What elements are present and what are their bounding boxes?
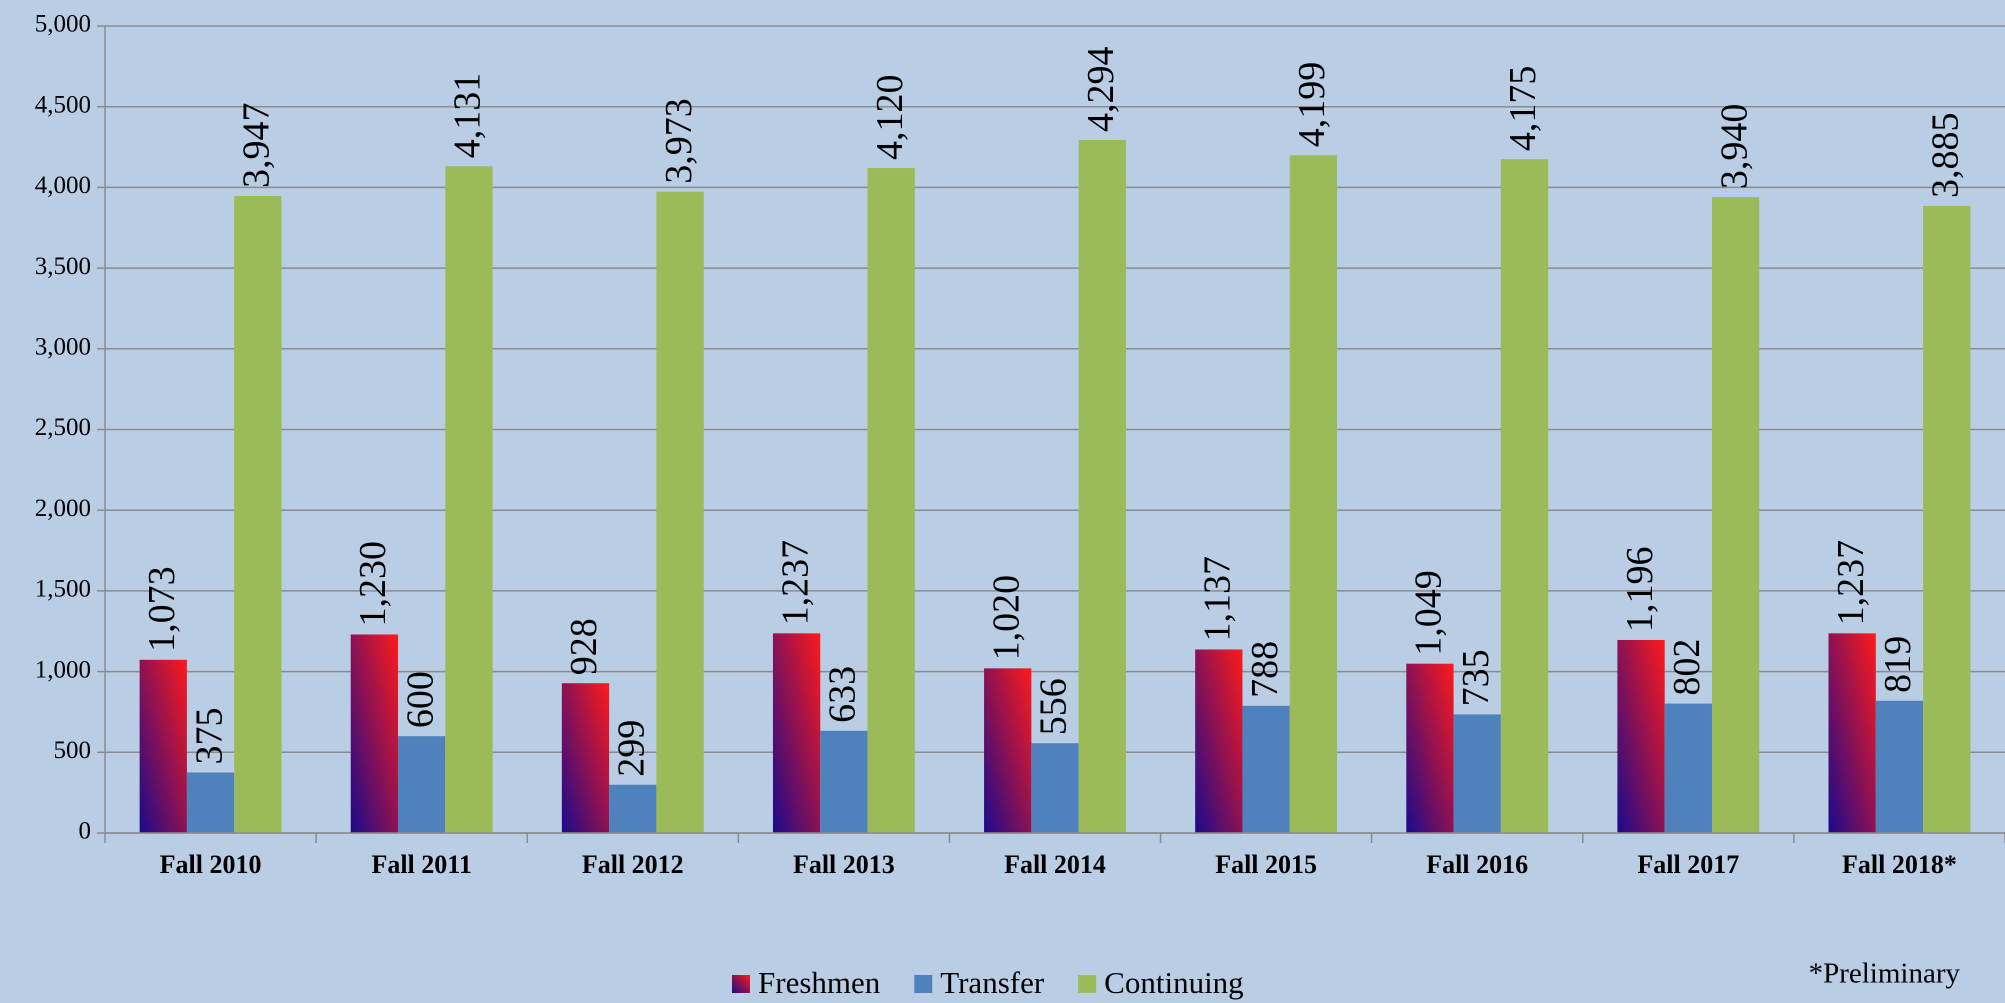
bar: [1828, 633, 1876, 833]
x-tick-label: Fall 2011: [371, 850, 471, 879]
y-tick-label: 2,000: [35, 495, 91, 522]
value-label: 4,120: [869, 75, 911, 161]
value-label: 1,237: [1830, 540, 1872, 626]
bar: [1195, 649, 1243, 833]
y-tick-label: 3,500: [35, 253, 91, 280]
value-label: 735: [1455, 649, 1497, 706]
value-label: 802: [1666, 639, 1708, 696]
bar: [445, 166, 493, 834]
bar: [1078, 139, 1126, 834]
value-label: 600: [399, 671, 441, 728]
value-label: 3,973: [658, 98, 700, 184]
value-label: 4,294: [1080, 46, 1122, 132]
bar: [867, 168, 915, 834]
value-label: 3,885: [1924, 112, 1966, 198]
bar: [1664, 703, 1712, 833]
y-tick-label: 5,000: [35, 11, 91, 38]
value-label: 633: [822, 666, 864, 723]
value-label: 4,175: [1502, 66, 1544, 152]
bar: [656, 191, 704, 833]
y-tick-label: 0: [79, 818, 92, 845]
bar: [234, 195, 282, 833]
value-label: 556: [1033, 678, 1075, 735]
legend-label: Transfer: [940, 965, 1045, 1000]
x-tick-label: Fall 2012: [582, 850, 684, 879]
value-label: 299: [610, 720, 652, 777]
value-label: 1,230: [352, 541, 394, 627]
x-tick-label: Fall 2010: [160, 850, 262, 879]
bar: [139, 659, 187, 833]
bar: [1453, 714, 1501, 833]
bar: [1875, 700, 1924, 833]
bar: [609, 784, 657, 833]
legend-swatch: [1078, 975, 1097, 993]
x-tick-label: Fall 2014: [1004, 850, 1106, 879]
bar: [1031, 743, 1079, 833]
x-tick-label: Fall 2013: [793, 850, 895, 879]
bar: [1617, 639, 1665, 833]
bar: [1242, 705, 1290, 833]
value-label: 4,131: [447, 73, 489, 159]
x-tick-label: Fall 2018*: [1842, 850, 1957, 879]
y-tick-label: 1,500: [35, 576, 91, 603]
y-tick-label: 1,000: [35, 656, 91, 683]
bar: [1289, 155, 1338, 834]
bar: [820, 730, 868, 833]
value-label: 3,947: [236, 102, 278, 188]
bar: [1406, 663, 1454, 833]
bar: [1923, 205, 1971, 833]
bar: [561, 683, 610, 833]
x-tick-label: Fall 2015: [1215, 850, 1317, 879]
value-label: 1,073: [141, 566, 183, 652]
bar: [398, 736, 446, 833]
x-tick-label: Fall 2016: [1426, 850, 1528, 879]
value-label: 4,199: [1291, 62, 1333, 148]
value-label: 1,049: [1408, 570, 1450, 656]
bar: [772, 633, 821, 833]
legend-label: Continuing: [1104, 965, 1244, 1000]
value-label: 788: [1244, 641, 1286, 698]
y-tick-label: 4,000: [35, 172, 91, 199]
legend-label: Freshmen: [758, 965, 881, 1000]
value-label: 1,020: [985, 575, 1027, 661]
value-label: 819: [1877, 636, 1919, 693]
legend-swatch: [914, 975, 933, 993]
value-label: 375: [188, 707, 230, 764]
x-tick-label: Fall 2017: [1637, 850, 1739, 879]
annotation: *Preliminary: [1809, 958, 1961, 990]
value-label: 1,137: [1197, 556, 1239, 642]
y-tick-label: 3,000: [35, 334, 91, 361]
bar: [350, 634, 399, 833]
bar: [186, 772, 235, 833]
y-tick-label: 2,500: [35, 414, 91, 441]
bar: [1500, 159, 1549, 833]
value-label: 3,940: [1713, 104, 1755, 190]
value-label: 1,196: [1619, 546, 1661, 632]
legend-swatch: [732, 975, 750, 993]
bar: [984, 668, 1032, 833]
bar: [1711, 197, 1760, 834]
value-label: 928: [563, 618, 605, 675]
y-tick-label: 500: [54, 737, 92, 764]
value-label: 1,237: [774, 540, 816, 626]
y-tick-label: 4,500: [35, 91, 91, 118]
